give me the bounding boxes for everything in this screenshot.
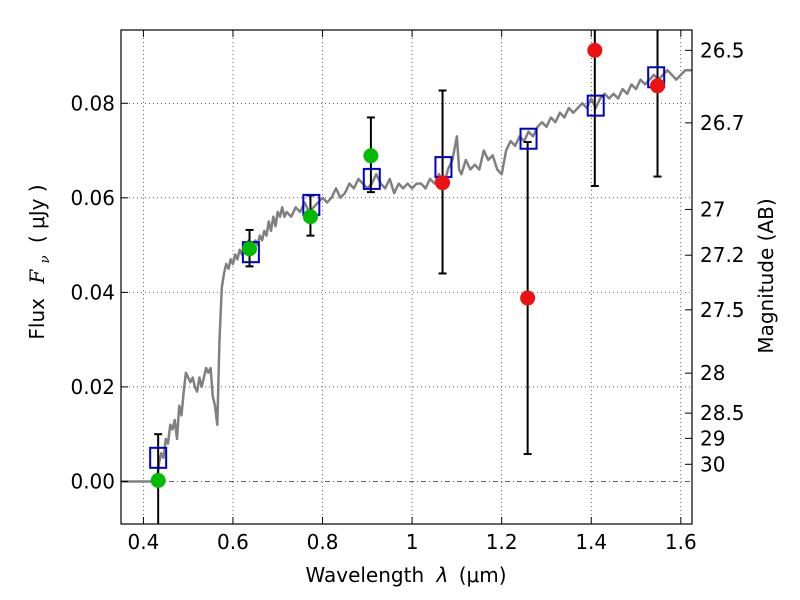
undetected-point (520, 290, 536, 306)
model-box-marker (149, 446, 168, 469)
model-box-marker (519, 127, 538, 150)
magnitude-tick-label: 26.7 (700, 111, 745, 135)
y-tick-label: 0.08 (70, 91, 115, 115)
y-tick-label: 0.06 (70, 186, 115, 210)
detected-point (363, 148, 379, 164)
detected-points (150, 148, 379, 489)
detected-point (302, 209, 318, 225)
x-tick-label: 0.8 (307, 530, 339, 554)
undetected-point (650, 78, 666, 94)
magnitude-tick-label: 28.5 (700, 401, 745, 425)
magnitude-axis-label: Magnitude (AB) (754, 198, 778, 353)
magnitude-tick-label: 27.5 (700, 298, 745, 322)
x-axis-label: Wavelength λ (μm) (305, 563, 506, 587)
undetected-point (435, 175, 451, 191)
magnitude-tick-label: 30 (700, 452, 725, 476)
spectrum-line (121, 68, 692, 483)
x-tick-label: 1.4 (575, 530, 607, 554)
y-tick-label: 0.02 (70, 375, 115, 399)
y-tick-label: 0.00 (70, 469, 115, 493)
model-box-marker (586, 94, 605, 117)
undetected-point (587, 42, 603, 58)
x-ticks: 0.4 0.6 0.8 1 1.2 1.4 1.6 (127, 30, 697, 554)
y-axis-label: Flux F ν ( μJy ) (25, 184, 54, 339)
y-ticks: 0.00 0.02 0.04 0.06 0.08 (70, 91, 128, 493)
detected-point (150, 473, 166, 489)
detected-point (242, 241, 258, 257)
magnitude-tick-label: 26.5 (700, 38, 745, 62)
magnitude-tick-label: 29 (700, 426, 725, 450)
x-tick-label: 1 (406, 530, 419, 554)
x-tick-label: 1.6 (665, 530, 697, 554)
y-tick-label: 0.04 (70, 280, 115, 304)
magnitude-tick-label: 27 (700, 197, 725, 221)
x-tick-label: 1.2 (486, 530, 518, 554)
x-tick-label: 0.4 (127, 530, 159, 554)
plot-frame (120, 29, 693, 525)
model-box-marker (362, 167, 381, 190)
undetected-points (435, 42, 666, 306)
gridlines (121, 30, 692, 524)
magnitude-tick-label: 27.2 (700, 243, 745, 267)
x-tick-label: 0.6 (217, 530, 249, 554)
magnitude-tick-label: 28 (700, 361, 725, 385)
errorbars (154, 30, 662, 524)
